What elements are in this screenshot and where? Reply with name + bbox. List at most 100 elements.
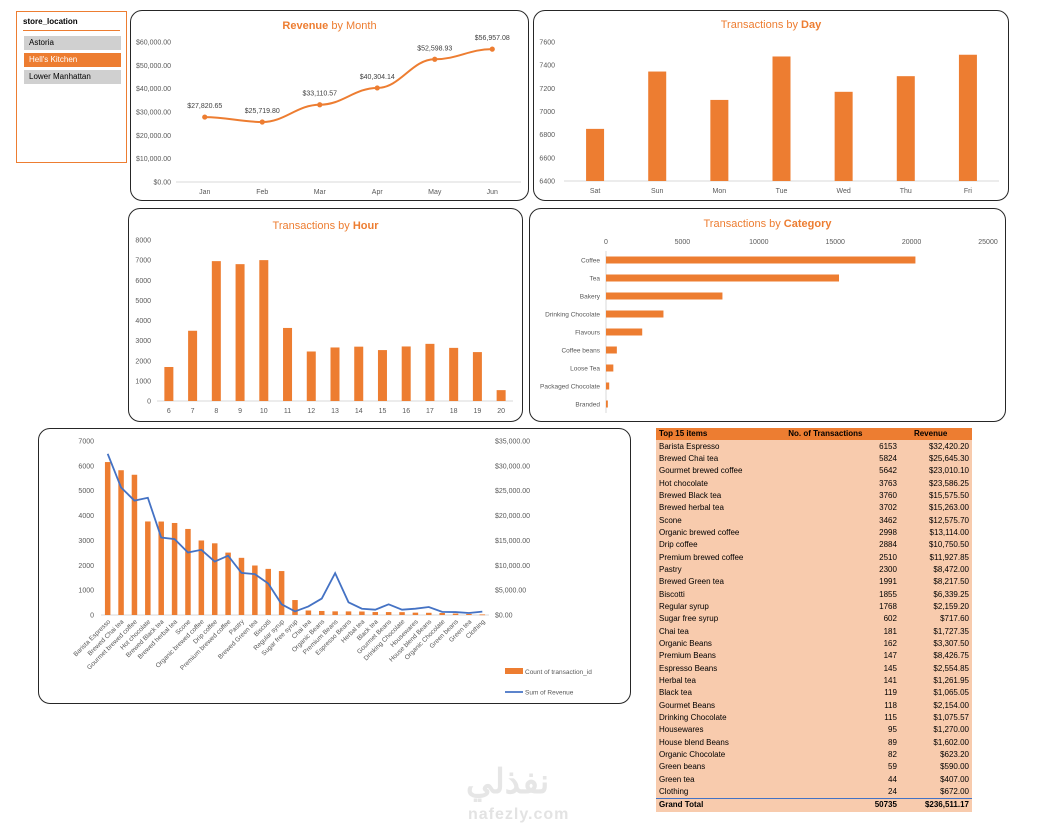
- y-tick-label: 7400: [539, 63, 555, 70]
- revenue-cell: $1,727.35: [899, 625, 972, 638]
- y-tick-label: $50,000.00: [136, 63, 171, 70]
- chart-title: Transactions by Category: [703, 218, 832, 230]
- y-tick-label: Loose Tea: [570, 366, 600, 373]
- table-row: Green tea 44 $407.00: [656, 773, 972, 786]
- item-cell: Premium brewed coffee: [656, 551, 786, 564]
- table-row: Herbal tea 141 $1,261.95: [656, 674, 972, 688]
- count-bar: [104, 462, 111, 615]
- slicer-item-hells-kitchen[interactable]: Hell's Kitchen: [24, 53, 121, 67]
- table-row: Premium brewed coffee 2510 $11,927.85: [656, 551, 972, 564]
- hour-bar: [306, 351, 316, 401]
- hour-bar: [235, 264, 245, 401]
- y-tick-label: $10,000.00: [136, 156, 171, 163]
- category-bar: [606, 274, 840, 282]
- count-cell: 141: [785, 674, 900, 688]
- table-row: House blend Beans 89 $1,602.00: [656, 736, 972, 749]
- revenue-cell: $32,420.20: [899, 440, 972, 453]
- legend-label-count: Count of transaction_id: [525, 669, 592, 676]
- item-cell: Organic Beans: [656, 637, 786, 651]
- x-tick-label: 5000: [675, 239, 691, 246]
- hour-bar: [188, 330, 198, 401]
- store-location-slicer: store_location Astoria Hell's Kitchen Lo…: [16, 11, 127, 163]
- revenue-point: [489, 46, 495, 52]
- slicer-item-astoria[interactable]: Astoria: [24, 36, 121, 50]
- x-tick-label: 13: [331, 408, 339, 415]
- category-bar: [606, 400, 608, 408]
- revenue-cell: $407.00: [899, 773, 972, 786]
- transactions-by-day-chart: Transactions by Day 6400 6600 6800 7000 7200…: [533, 10, 1009, 201]
- y-tick-label: Packaged Chocolate: [540, 384, 600, 391]
- count-bar: [225, 552, 231, 615]
- revenue-cell: $23,586.25: [899, 477, 972, 490]
- revenue-cell: $1,270.00: [899, 724, 972, 737]
- total-revenue: $236,511.17: [899, 798, 972, 812]
- hour-bar: [211, 261, 221, 401]
- category-bar: [606, 346, 617, 354]
- revenue-cell: $23,010.10: [899, 465, 972, 478]
- revenue-cell: $1,065.05: [899, 687, 972, 700]
- item-cell: Hot chocolate: [656, 477, 786, 490]
- data-label: $52,598.93: [417, 45, 452, 52]
- revenue-line: [106, 453, 483, 614]
- transactions-by-category-chart: Transactions by Category 0 5000 10000 15000…: [529, 208, 1006, 422]
- revenue-cell: $2,154.00: [899, 699, 972, 712]
- count-bar: [238, 557, 245, 615]
- count-bar: [319, 610, 325, 615]
- item-cell: Premium Beans: [656, 650, 786, 663]
- grand-total-row: Grand Total 50735 $236,511.17: [656, 798, 972, 812]
- count-cell: 1768: [785, 600, 900, 614]
- header-items: Top 15 items: [656, 428, 786, 441]
- chart-title: Transactions by Hour: [272, 220, 379, 232]
- y-tick-label: Coffee beans: [561, 348, 600, 355]
- chart-title: Revenue by Month: [282, 20, 377, 32]
- count-bar: [185, 528, 191, 615]
- total-label: Grand Total: [656, 798, 786, 812]
- item-cell: Scone: [656, 514, 786, 527]
- y2-tick-label: $25,000.00: [495, 488, 530, 495]
- revenue-cell: $8,472.00: [899, 563, 972, 577]
- category-bar: [606, 256, 916, 264]
- revenue-cell: $717.60: [899, 613, 972, 626]
- hour-bar: [472, 352, 482, 401]
- revenue-point: [317, 102, 323, 108]
- x-tick-label: 0: [604, 239, 608, 246]
- count-cell: 602: [785, 613, 900, 626]
- y2-tick-label: $0.00: [495, 613, 513, 620]
- x-tick-label: 15: [379, 408, 387, 415]
- revenue-cell: $1,261.95: [899, 674, 972, 688]
- day-bar: [834, 91, 853, 181]
- y-tick-label: 7600: [539, 40, 555, 47]
- count-cell: 181: [785, 625, 900, 638]
- y-tick-label: 7000: [135, 258, 151, 265]
- revenue-by-month-chart: Revenue by Month $0.00 $10,000.00 $20,000.…: [130, 10, 529, 201]
- count-bar: [399, 612, 405, 615]
- slicer-title: store_location: [23, 17, 78, 26]
- count-bar: [278, 571, 285, 615]
- revenue-point: [432, 56, 438, 62]
- revenue-cell: $2,159.20: [899, 600, 972, 614]
- y-tick-label: 7000: [78, 439, 94, 446]
- slicer-item-lower-manhattan[interactable]: Lower Manhattan: [24, 70, 121, 84]
- x-tick-label: 19: [474, 408, 482, 415]
- x-tick-label: Mar: [314, 189, 327, 196]
- revenue-cell: $1,075.57: [899, 711, 972, 725]
- y-tick-label: 4000: [78, 513, 94, 520]
- table-row: Sugar free syrup 602 $717.60: [656, 613, 972, 626]
- combo-plot: 0 1000 2000 3000 4000 5000 6000 7000 $0.00 $5,000…: [72, 439, 592, 697]
- x-tick-label: Mon: [713, 188, 727, 195]
- count-cell: 145: [785, 662, 900, 675]
- table-row: Organic Beans 162 $3,307.50: [656, 637, 972, 651]
- hour-bar: [425, 343, 435, 401]
- x-tick-label: Tue: [776, 188, 788, 195]
- revenue-point: [374, 85, 380, 91]
- y-tick-label: 5000: [78, 488, 94, 495]
- legend-label-revenue: Sum of Revenue: [525, 690, 574, 697]
- table-row: Brewed Chai tea 5824 $25,645.30: [656, 452, 972, 466]
- x-tick-label: May: [428, 189, 442, 196]
- revenue-cell: $25,645.30: [899, 452, 972, 466]
- category-bar: [606, 328, 643, 336]
- table-header-row: Top 15 items No. of Transactions Revenue: [656, 428, 972, 441]
- x-tick-label: Sun: [651, 188, 664, 195]
- y-tick-label: Coffee: [581, 258, 600, 265]
- table-row: Black tea 119 $1,065.05: [656, 687, 972, 700]
